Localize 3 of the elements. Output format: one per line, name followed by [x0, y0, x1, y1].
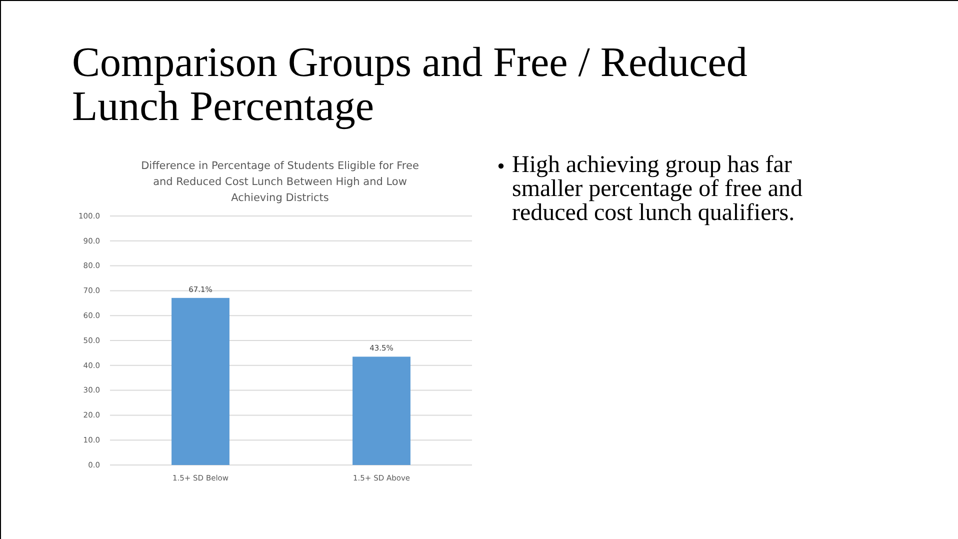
chart-title: Comparison Groups and Free / Reduced Lunch Percentage: [72, 40, 748, 130]
text: High achieving group has far smaller percentage of free and reduced cost lunch qualifiers.: [512, 152, 802, 226]
chart-subtitle: Difference in Percentage of Students Eligible for Free and Reduced Cost Lunch Between High and Low Achieving Districts: [141, 160, 419, 204]
